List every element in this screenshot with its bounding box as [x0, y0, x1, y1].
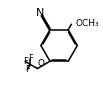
Text: F: F: [23, 57, 28, 66]
Text: F: F: [28, 54, 33, 63]
Text: OCH₃: OCH₃: [75, 19, 99, 28]
Text: O: O: [37, 59, 44, 68]
Text: F: F: [25, 65, 30, 74]
Text: N: N: [36, 8, 45, 18]
